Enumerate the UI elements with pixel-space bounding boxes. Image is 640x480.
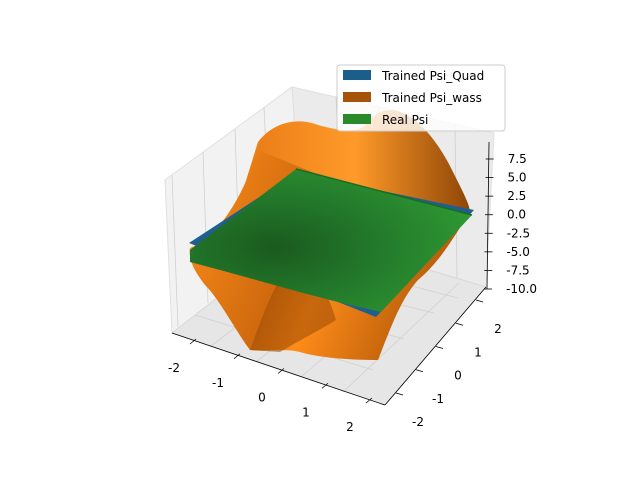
x-tick-mark [277,368,285,374]
z-tick-label: 7.5 [508,152,527,166]
x-tick-label: 2 [346,420,354,434]
y-tick-mark [395,392,404,396]
legend-box [336,64,506,132]
y-tick-mark [475,299,484,303]
x-tick-marks [189,338,373,404]
legend-swatch [343,70,371,80]
y-tick-labels: -2 -1 012 [412,322,502,429]
z-tick-label: -2.5 [507,226,530,240]
z-axis: -10.0 -7.5 -5.0 -2.5 0.0 2.5 5.0 7.5 [484,141,537,296]
x-tick-mark [189,338,197,345]
y-tick-label: -2 [412,415,424,429]
z-tick-label: 2.5 [507,189,526,203]
legend-label: Real Psi [382,113,428,127]
z-tick-label: 5.0 [507,171,526,185]
y-tick-label: 0 [454,369,462,383]
x-tick-label: -2 [168,361,180,375]
legend-swatch [343,114,371,124]
y-axis: -2 -1 012 [384,286,502,429]
x-tick-label: -1 [212,376,224,390]
x-axis: -2 -1 0 1 2 [168,332,386,434]
y-tick-mark [435,346,444,349]
x-tick-label: 0 [258,391,266,405]
y-tick-label: 1 [474,345,482,359]
legend-label: Trained Psi_Quad [381,69,484,83]
z-tick-label: -7.5 [506,263,529,277]
real-psi-edge [295,168,473,216]
y-tick-mark [415,369,424,373]
legend-label: Trained Psi_wass [381,91,482,105]
z-tick-label: 0.0 [507,208,526,222]
y-tick-marks [395,299,484,396]
y-tick-mark [455,322,464,326]
legend-swatch [343,92,371,102]
y-tick-label: -1 [432,392,444,406]
legend: Trained Psi_Quad Trained Psi_wass Real Psi [336,64,506,132]
surface-real-psi [190,168,473,312]
x-tick-label: 1 [302,405,310,419]
z-tick-label: -10.0 [506,282,537,296]
z-tick-marks [484,158,494,290]
x-tick-mark [365,397,373,404]
x-tick-mark [321,382,329,389]
x-tick-labels: -2 -1 0 1 2 [168,361,354,434]
real-psi-surface [190,169,472,312]
z-tick-label: -5.0 [506,245,529,259]
y-tick-label: 2 [494,322,502,336]
z-tick-labels: -10.0 -7.5 -5.0 -2.5 0.0 2.5 5.0 7.5 [506,152,537,296]
x-tick-mark [233,353,241,360]
